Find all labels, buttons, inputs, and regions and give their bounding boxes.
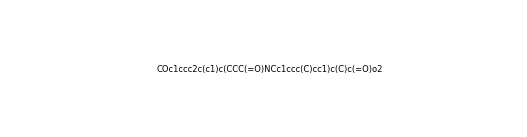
Text: COc1ccc2c(c1)c(CCC(=O)NCc1ccc(C)cc1)c(C)c(=O)o2: COc1ccc2c(c1)c(CCC(=O)NCc1ccc(C)cc1)c(C)… xyxy=(157,65,383,74)
